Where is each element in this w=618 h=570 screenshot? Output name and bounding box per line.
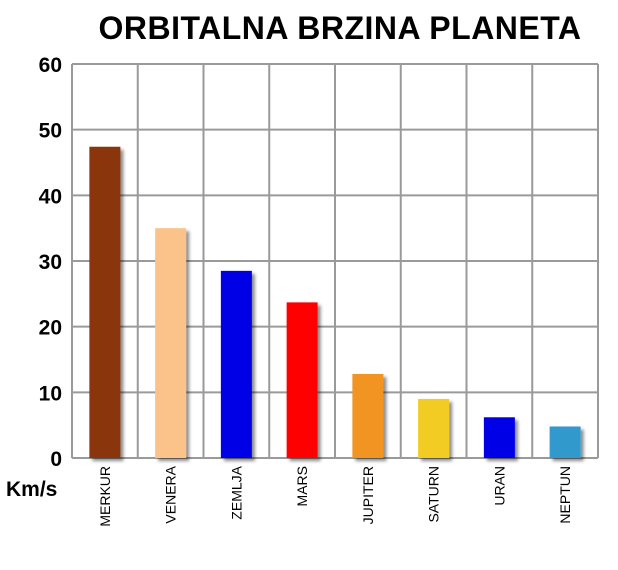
gridlines <box>71 63 599 459</box>
x-tick-label: SATURN <box>426 466 442 523</box>
y-tick-label: 20 <box>39 317 62 340</box>
x-tick-label: URAN <box>491 466 507 506</box>
y-tick-label: 50 <box>39 120 62 143</box>
bar-mars <box>286 302 318 458</box>
y-tick-label: 60 <box>39 54 62 77</box>
x-tick-label: NEPTUN <box>557 466 573 524</box>
x-tick-label: VENERA <box>163 465 179 523</box>
bars <box>89 146 581 459</box>
x-axis-ticks: MERKUR VENERA ZEMLJA MARS JUPITER SATURN URAN N… <box>97 465 573 526</box>
bar-venera <box>155 228 187 458</box>
bar-zemlja <box>220 270 252 458</box>
x-tick-label: MARS <box>294 466 310 506</box>
bar-merkur <box>89 146 121 459</box>
y-axis-ticks: 0 10 20 30 40 50 60 <box>39 54 62 471</box>
chart-title: ORBITALNA BRZINA PLANETA <box>98 10 582 46</box>
bar-neptun <box>549 426 581 458</box>
y-tick-label: 10 <box>39 382 62 405</box>
y-tick-label: 40 <box>39 185 62 208</box>
bar-saturn <box>418 398 450 458</box>
y-tick-label: 0 <box>50 448 62 471</box>
bar-jupiter <box>352 373 384 458</box>
y-tick-label: 30 <box>39 251 62 274</box>
x-tick-label: MERKUR <box>97 466 113 527</box>
x-tick-label: JUPITER <box>360 466 376 524</box>
x-tick-label: ZEMLJA <box>228 465 244 519</box>
y-axis-unit-label: Km/s <box>6 478 58 501</box>
bar-uran <box>483 417 515 458</box>
